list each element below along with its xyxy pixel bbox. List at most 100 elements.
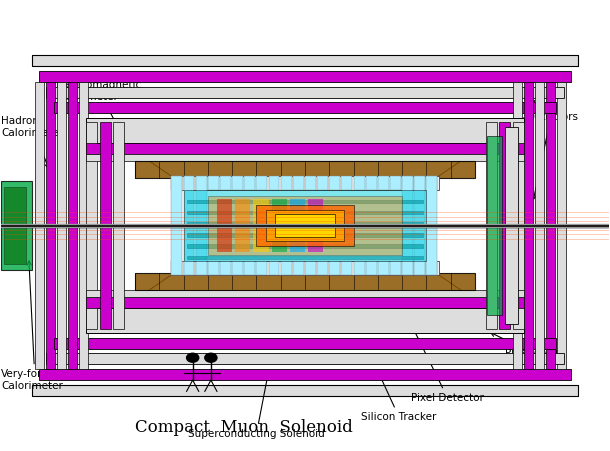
Bar <box>414 176 425 275</box>
Text: Hadron
Calorimeter: Hadron Calorimeter <box>1 116 63 168</box>
Bar <box>290 198 305 253</box>
Bar <box>32 385 578 396</box>
Bar <box>268 176 279 189</box>
Bar <box>500 122 510 329</box>
Bar <box>426 176 437 275</box>
Bar <box>512 122 523 329</box>
Bar <box>235 198 250 253</box>
Bar <box>87 122 98 329</box>
Bar <box>184 262 195 275</box>
Bar <box>390 176 401 189</box>
Text: Electromagnetic
Calorimeter: Electromagnetic Calorimeter <box>56 80 142 132</box>
Bar <box>342 176 353 189</box>
Bar <box>171 262 439 275</box>
Bar <box>402 176 413 275</box>
Bar <box>113 122 124 329</box>
Bar <box>390 262 401 275</box>
Bar <box>39 369 571 380</box>
Bar <box>187 222 423 226</box>
Bar <box>244 262 255 275</box>
Bar <box>426 262 437 275</box>
Bar <box>220 176 231 189</box>
Text: Silicon Tracker: Silicon Tracker <box>362 375 437 422</box>
Bar <box>217 198 232 253</box>
Bar <box>187 244 423 248</box>
Bar <box>402 176 413 189</box>
Bar <box>171 262 182 275</box>
Bar <box>513 82 522 369</box>
Bar <box>184 176 195 275</box>
Bar <box>68 82 77 369</box>
Bar <box>187 233 423 237</box>
Bar <box>378 176 389 189</box>
Bar <box>171 176 439 189</box>
Bar <box>487 136 503 315</box>
Bar <box>171 176 182 275</box>
Bar <box>414 176 425 189</box>
Bar <box>366 176 376 189</box>
Bar <box>354 262 365 275</box>
Bar <box>414 262 425 275</box>
Bar <box>268 262 279 275</box>
Bar <box>256 205 354 246</box>
Bar <box>87 118 523 143</box>
Bar <box>293 262 304 275</box>
Bar <box>271 198 287 253</box>
Bar <box>329 176 340 189</box>
Bar <box>196 262 207 275</box>
Bar <box>87 308 523 333</box>
Bar <box>57 82 66 369</box>
Bar <box>35 82 44 369</box>
Bar <box>32 55 578 66</box>
Bar <box>1 181 32 270</box>
Bar <box>546 82 555 369</box>
Bar <box>486 122 497 329</box>
Bar <box>329 262 340 275</box>
Bar <box>342 262 353 275</box>
Bar <box>196 176 207 275</box>
Bar <box>208 262 219 275</box>
Bar <box>4 188 26 263</box>
Bar <box>265 210 345 241</box>
Bar <box>184 189 426 262</box>
Bar <box>184 176 195 189</box>
Bar <box>354 176 365 189</box>
Bar <box>253 198 268 253</box>
Text: Very-forward
Calorimeter: Very-forward Calorimeter <box>1 261 68 391</box>
Bar <box>46 82 55 369</box>
Bar <box>535 82 544 369</box>
Bar <box>171 176 182 189</box>
Bar <box>54 337 556 349</box>
Bar <box>87 290 523 297</box>
Bar <box>317 262 328 275</box>
Bar <box>32 55 578 66</box>
Bar <box>220 262 231 275</box>
Bar <box>232 262 243 275</box>
Text: Superconducting Solenoid: Superconducting Solenoid <box>188 375 325 439</box>
Bar <box>524 82 533 369</box>
Bar <box>305 262 316 275</box>
Bar <box>32 385 578 396</box>
Bar <box>135 161 475 179</box>
Text: Preshower: Preshower <box>491 332 560 358</box>
Bar <box>232 176 243 189</box>
Bar <box>256 176 267 189</box>
Text: Muon
Detectors: Muon Detectors <box>526 101 578 199</box>
Bar <box>274 214 336 237</box>
Bar <box>46 353 564 364</box>
Bar <box>281 176 292 189</box>
Bar <box>187 211 423 214</box>
Bar <box>46 87 564 98</box>
Bar <box>187 199 423 203</box>
Bar <box>402 262 413 275</box>
Bar <box>244 176 255 189</box>
Text: Pixel Detector: Pixel Detector <box>404 310 484 403</box>
Bar <box>135 272 475 290</box>
Bar <box>281 262 292 275</box>
Bar <box>54 102 556 114</box>
Circle shape <box>205 353 217 362</box>
Text: Compact  Muon  Solenoid: Compact Muon Solenoid <box>135 419 353 436</box>
Bar <box>426 176 437 189</box>
Bar <box>87 143 523 154</box>
Circle shape <box>187 353 199 362</box>
